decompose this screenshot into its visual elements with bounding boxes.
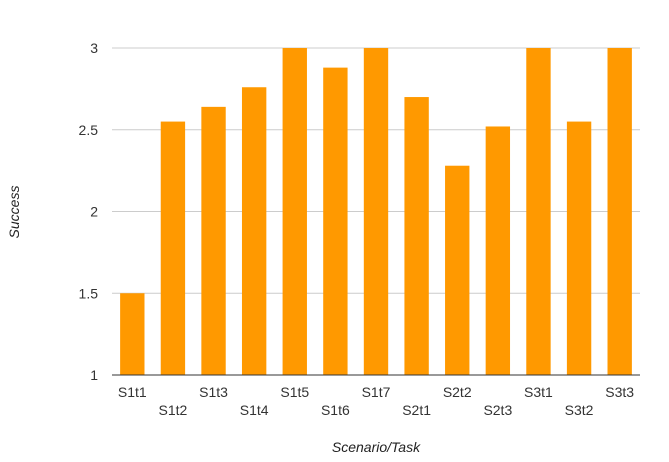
y-tick-label: 3 [90,40,98,56]
bar-s2t3 [485,126,511,375]
bar-s1t1 [120,293,145,375]
bar-s2t1 [404,97,429,376]
y-axis-ticks: 1 1.5 2 2.5 3 [79,40,99,383]
y-axis-title: Success [6,186,22,239]
bar-s1t3 [201,106,226,376]
bar-s1t5 [282,48,307,375]
x-tick-label: S2t2 [443,384,472,400]
x-tick-label: S3t3 [605,384,634,400]
x-tick-label: S1t1 [118,384,147,400]
bar-s3t2 [566,121,592,375]
x-tick-label: S1t7 [362,384,391,400]
bar-s1t2 [160,121,186,375]
x-tick-label: S1t6 [321,402,350,418]
bar-s1t7 [363,48,389,375]
x-axis-title: Scenario/Task [332,439,421,455]
x-axis-ticks: S1t1 S1t2 S1t3 S1t4 S1t5 S1t6 S1t7 S2t1 S2t2 S2t3… [118,384,634,418]
x-tick-label: S3t2 [565,402,594,418]
y-tick-label: 2.5 [79,122,99,138]
bar-s2t2 [445,165,470,375]
x-tick-label: S1t5 [280,384,309,400]
bars [120,48,632,376]
bar-s1t6 [323,67,348,376]
x-tick-label: S1t2 [159,402,188,418]
y-tick-label: 1 [90,367,98,383]
x-tick-label: S2t3 [483,402,512,418]
x-tick-label: S2t1 [402,402,431,418]
bar-s3t3 [607,48,632,375]
x-tick-label: S1t3 [199,384,228,400]
y-tick-label: 1.5 [79,285,99,301]
x-tick-label: S3t1 [524,384,553,400]
bar-s1t4 [241,87,267,376]
bar-s3t1 [526,48,551,375]
x-tick-label: S1t4 [240,402,269,418]
y-tick-label: 2 [90,204,98,220]
